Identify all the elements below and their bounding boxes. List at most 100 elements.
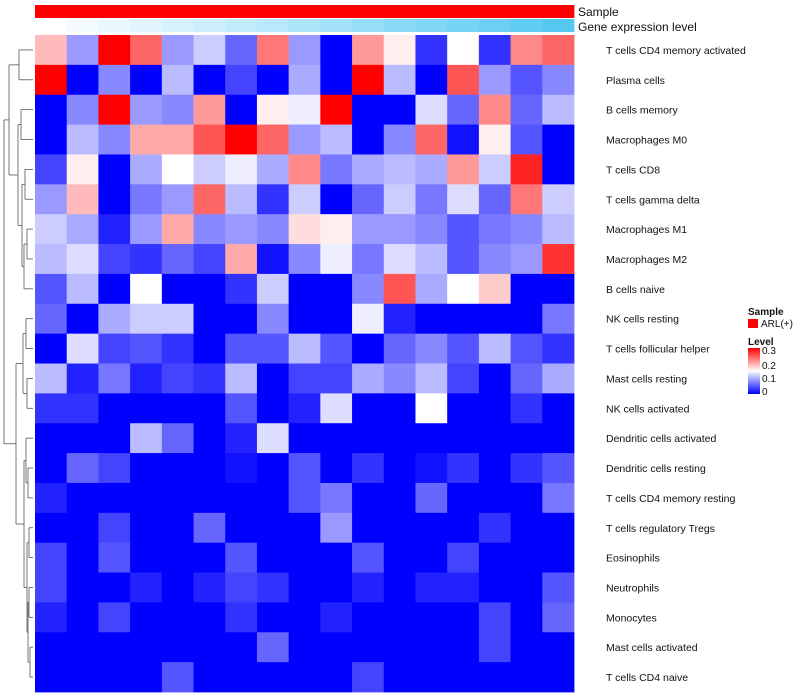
heatmap-cell — [542, 154, 575, 185]
heatmap-cell — [478, 273, 511, 305]
heatmap-cell — [352, 273, 385, 305]
heatmap-cell — [130, 214, 163, 245]
heatmap-cell — [193, 94, 226, 125]
sample-annotation-cell — [415, 5, 448, 18]
heatmap-cell — [352, 602, 385, 633]
heatmap-cell — [447, 124, 480, 155]
heatmap-cell — [352, 393, 385, 424]
heatmap-cell — [415, 572, 448, 603]
heatmap-cell — [256, 602, 290, 633]
heatmap-cell — [66, 572, 99, 603]
heatmap-cell — [447, 423, 480, 454]
heatmap-cell — [193, 214, 226, 245]
heatmap-cell — [510, 453, 543, 484]
heatmap-cell — [352, 64, 385, 96]
heatmap-cell — [256, 64, 290, 96]
heatmap-cell — [193, 184, 226, 215]
heatmap-cell — [447, 572, 480, 603]
heatmap-cell — [320, 214, 353, 245]
heatmap-cell — [510, 64, 543, 96]
heatmap-cell — [66, 64, 99, 96]
heatmap-cell — [98, 662, 131, 693]
heatmap-cell — [256, 303, 290, 335]
heatmap-cell — [66, 273, 99, 305]
row-label: Neutrophils — [606, 582, 659, 594]
heatmap-cell — [542, 482, 575, 514]
row-label: NK cells resting — [606, 314, 679, 326]
row-label: NK cells activated — [606, 403, 690, 415]
heatmap-cell — [352, 662, 385, 693]
heatmap-cell — [66, 423, 99, 454]
heatmap-cell — [98, 423, 131, 454]
legend-tick-2: 0.1 — [762, 374, 776, 385]
heatmap-cell — [542, 602, 575, 633]
row-label: B cells naive — [606, 284, 665, 296]
heatmap-cell — [35, 572, 68, 603]
heatmap-cell — [288, 572, 321, 603]
heatmap-cell — [161, 154, 194, 185]
heatmap-cell — [130, 602, 163, 633]
heatmap-cell — [288, 482, 321, 514]
heatmap-cell — [447, 273, 480, 305]
heatmap-cell — [352, 482, 385, 514]
heatmap-cell — [35, 94, 68, 125]
heatmap-cell — [383, 273, 416, 305]
heatmap-cell — [542, 333, 575, 364]
heatmap-cell — [320, 363, 353, 394]
gene-expression-annotation-cell — [98, 19, 131, 32]
heatmap-cell — [478, 482, 511, 514]
heatmap-cell — [383, 94, 416, 125]
heatmap-cell — [35, 35, 68, 66]
heatmap-cell — [66, 542, 99, 573]
heatmap-cell — [320, 453, 353, 484]
heatmap-cell — [352, 572, 385, 603]
heatmap-cell — [383, 662, 416, 693]
heatmap-cell — [288, 393, 321, 424]
sample-annotation-cell — [193, 5, 226, 18]
heatmap-cell — [320, 94, 353, 125]
legend-level-colorbar — [748, 348, 760, 394]
heatmap-cell — [447, 482, 480, 514]
heatmap-cell — [288, 453, 321, 484]
heatmap-cell — [161, 363, 194, 394]
heatmap-cell — [98, 602, 131, 633]
heatmap-cell — [98, 303, 131, 335]
row-label: Mast cells activated — [606, 642, 698, 654]
row-label: Plasma cells — [606, 75, 665, 87]
heatmap-cell — [352, 453, 385, 484]
sample-annotation-cell — [98, 5, 131, 18]
heatmap-cell — [447, 303, 480, 335]
heatmap-cell — [415, 35, 448, 66]
heatmap-cell — [478, 94, 511, 125]
heatmap-cell — [98, 453, 131, 484]
heatmap-cell — [542, 363, 575, 394]
row-label: Macrophages M2 — [606, 254, 687, 266]
heatmap-cell — [447, 453, 480, 484]
heatmap-cell — [478, 363, 511, 394]
legend-sample-swatch — [748, 319, 758, 328]
heatmap-cell — [352, 244, 385, 275]
row-label: Macrophages M1 — [606, 224, 687, 236]
sample-annotation-cell — [66, 5, 99, 18]
heatmap-cell — [383, 482, 416, 514]
heatmap-cell — [383, 333, 416, 364]
heatmap-cell — [35, 64, 68, 96]
gene-expression-annotation-cell — [447, 19, 480, 32]
heatmap-cell — [320, 423, 353, 454]
heatmap-cell — [161, 662, 194, 693]
row-label: T cells follicular helper — [606, 344, 710, 356]
heatmap-cell — [510, 124, 543, 155]
heatmap-cell — [478, 124, 511, 155]
heatmap-cell — [320, 482, 353, 514]
heatmap-cell — [130, 512, 163, 544]
heatmap-cell — [542, 214, 575, 245]
row-label: T cells CD4 memory activated — [606, 45, 746, 57]
heatmap-cell — [415, 662, 448, 693]
heatmap-cell — [383, 35, 416, 66]
heatmap-cell — [383, 632, 416, 663]
heatmap-cell — [256, 244, 290, 275]
heatmap-cell — [320, 273, 353, 305]
heatmap-cell — [130, 363, 163, 394]
heatmap-cell — [66, 124, 99, 155]
legend-sample-title: Sample — [748, 307, 784, 318]
